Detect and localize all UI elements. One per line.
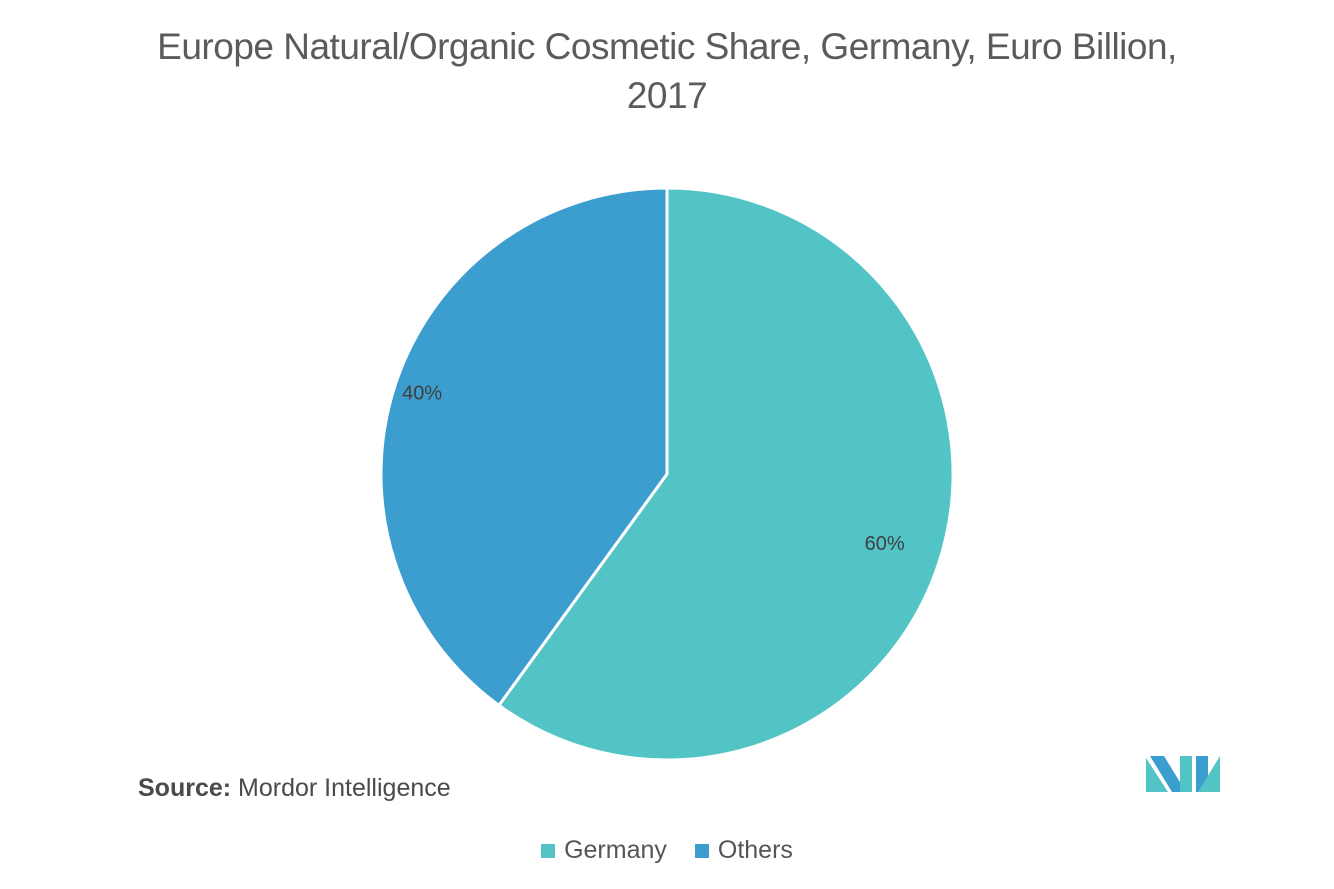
legend-swatch-others <box>694 843 709 858</box>
legend-label-germany: Germany <box>564 836 667 864</box>
source-note: Source: Mordor Intelligence <box>138 774 451 803</box>
source-text: Mordor Intelligence <box>238 774 451 802</box>
legend-item-germany: Germany <box>541 836 667 865</box>
chart-legend: Germany Others <box>0 836 1334 865</box>
legend-item-others: Others <box>694 836 793 865</box>
pie-slice-others <box>379 186 669 707</box>
data-label-others: 40% <box>402 383 442 405</box>
data-label-germany: 60% <box>865 533 905 555</box>
legend-label-others: Others <box>717 836 793 864</box>
chart-title: Europe Natural/Organic Cosmetic Share, G… <box>157 26 1177 116</box>
source-prefix: Source: <box>138 774 232 802</box>
pie-slice-germany <box>497 186 955 762</box>
mordor-intelligence-logo-icon <box>1146 756 1220 792</box>
legend-swatch-germany <box>541 843 556 858</box>
